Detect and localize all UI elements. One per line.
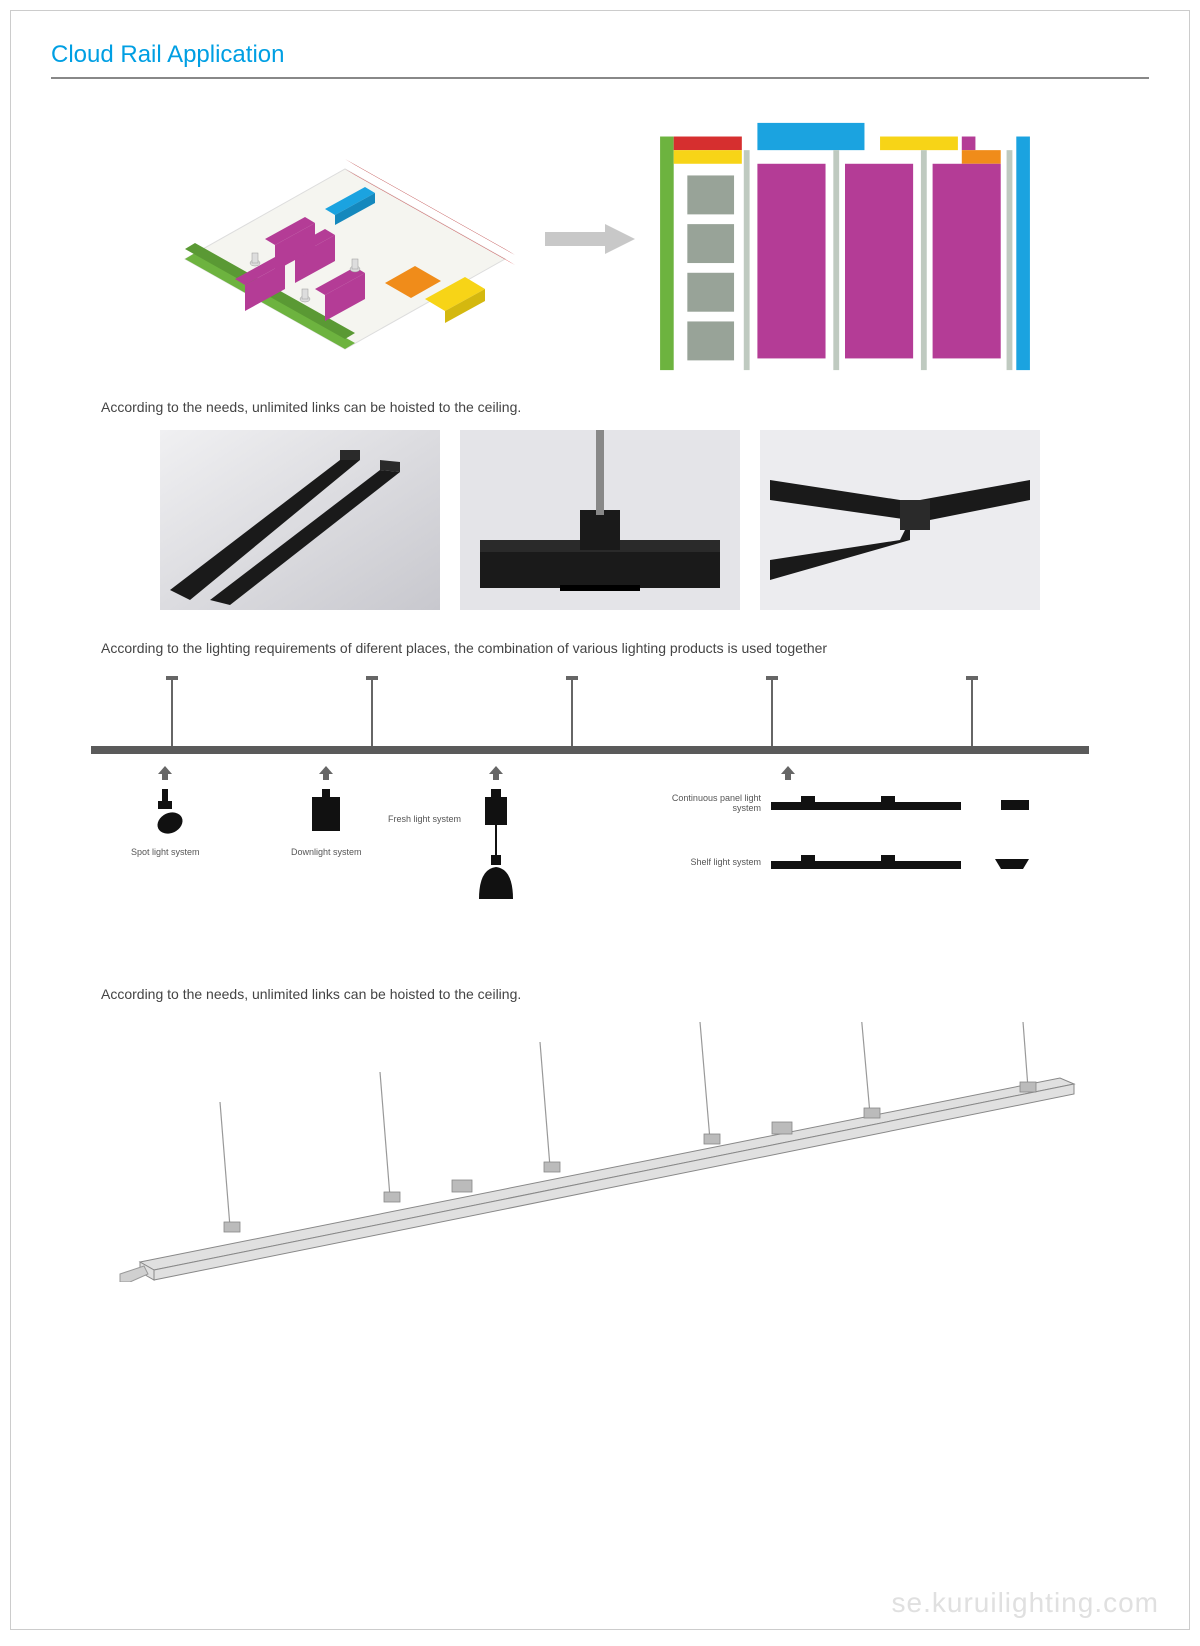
arrow-icon [545,224,635,254]
system-label: Downlight system [291,847,362,857]
rail-bar-main [91,746,1089,754]
description-1: According to the needs, unlimited links … [101,399,1149,415]
product-photo-3 [760,430,1040,610]
document-page: Cloud Rail Application [10,10,1190,1630]
rail-system-diagram: Spot light system Downlight system Fresh… [91,676,1109,956]
plan-svg [655,119,1035,374]
system-label: Continuous panel light system [651,793,761,813]
downlight-system: Downlight system [291,766,362,857]
description-3: According to the needs, unlimited links … [101,986,1149,1002]
system-label: Shelf light system [651,857,761,867]
description-2: According to the lighting requirements o… [101,640,1149,656]
spot-light-system: Spot light system [131,766,200,857]
isometric-svg [165,109,525,369]
top-diagram-row [51,109,1149,369]
isometric-diagram [165,109,525,369]
plan-diagram [655,119,1035,359]
continuous-panel-system: Continuous panel light system Shelf ligh… [651,766,1051,871]
system-label: Spot light system [131,847,200,857]
photo-row [51,430,1149,610]
product-photo-1 [160,430,440,610]
page-title: Cloud Rail Application [51,41,1149,69]
track-3d-diagram [91,1022,1109,1282]
watermark-text: se.kuruilighting.com [892,1587,1159,1619]
track-3d-svg [91,1022,1109,1282]
fresh-light-system: Fresh light system [471,766,521,909]
title-divider [51,77,1149,79]
product-photo-2 [460,430,740,610]
system-label: Fresh light system [381,814,461,824]
